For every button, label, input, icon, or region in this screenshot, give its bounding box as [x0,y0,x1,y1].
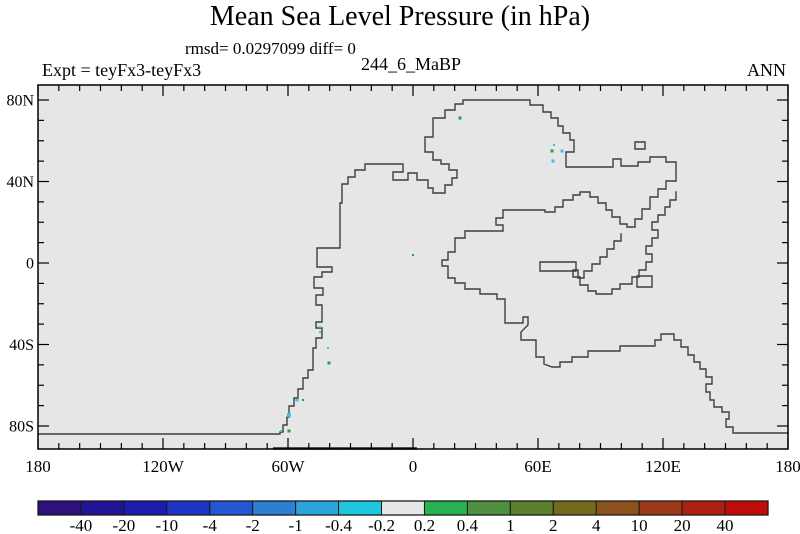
x-axis-label: 0 [409,457,418,476]
colorbar-level-label: 40 [717,516,734,534]
x-axis-label: 180 [25,457,51,476]
anomaly-dot [327,361,331,365]
coastline-path [572,191,677,295]
colorbar-level-label: -0.4 [325,516,352,534]
colorbar-segment [295,500,340,516]
colorbar-segment [252,500,297,516]
colorbar-level-label: -20 [113,516,136,534]
colorbar-segment [466,500,511,516]
colorbar-segment [509,500,554,516]
anomaly-dot [319,326,321,328]
colorbar-level-label: -4 [203,516,218,534]
anomaly-dot [458,116,462,120]
colorbar-segment [638,500,683,516]
x-axis-label: 60W [271,457,305,476]
y-axis-label: 40S [9,337,34,354]
anomaly-dot [287,413,291,417]
x-axis-label: 60E [524,457,551,476]
x-axis-label: 180 [775,457,800,476]
field-id-label: 244_6_MaBP [361,54,462,74]
colorbar-segment [209,500,254,516]
colorbar-segment [381,500,425,516]
season-label: ANN [747,60,786,80]
colorbar-segment [423,500,468,516]
colorbar-frame [37,500,769,516]
colorbar-level-label: -10 [155,516,178,534]
colorbar-level-label: -40 [70,516,93,534]
y-axis-label: 80S [9,419,34,436]
colorbar-segment [123,500,168,516]
anomaly-dot [327,347,329,349]
anomaly-dot [287,429,291,433]
anomaly-dot [551,159,555,163]
y-axis-label: 0 [26,256,34,273]
rmsd-diff-stats: rmsd= 0.0297099 diff= 0 [185,39,356,58]
colorbar-level-label: 0.4 [457,516,479,534]
colorbar-segment [338,500,383,516]
anomaly-dot [560,149,564,153]
map-ocean-background [38,85,788,449]
colorbar-segment [80,500,125,516]
colorbar-level-label: 2 [549,516,558,534]
colorbar-level-label: 0.2 [414,516,435,534]
coastline-path [37,99,789,435]
colorbar-level-label: 4 [592,516,601,534]
colorbar-level-label: 1 [506,516,515,534]
plot-title: Mean Sea Level Pressure (in hPa) [209,1,591,32]
colorbar-level-label: 10 [631,516,648,534]
colorbar-level-label: -2 [246,516,260,534]
colorbar-segment [552,500,597,516]
colorbar-segment [37,500,82,516]
x-axis-label: 120E [645,457,681,476]
coastline-path [634,141,646,150]
colorbar-segment [681,500,726,516]
experiment-label: Expt = teyFx3-teyFx3 [42,60,202,80]
anomaly-dot [550,149,554,153]
colorbar-level-label: 20 [674,516,691,534]
x-axis-label: 120W [142,457,185,476]
y-axis-label: 80N [6,93,34,110]
colorbar-segment [724,500,769,516]
anomaly-dot [302,399,304,401]
colorbar-segment [166,500,211,516]
anomaly-dot [553,144,555,146]
anomaly-dot [295,398,299,402]
colorbar-segment [595,500,640,516]
coastline-path [539,261,577,272]
anomaly-dot [319,331,321,333]
anomaly-dot [412,254,414,256]
coastline-path [636,275,653,288]
colorbar-level-label: -0.2 [368,516,395,534]
colorbar-level-label: -1 [289,516,303,534]
anomaly-dot [280,430,282,432]
y-axis-label: 40N [6,174,34,191]
